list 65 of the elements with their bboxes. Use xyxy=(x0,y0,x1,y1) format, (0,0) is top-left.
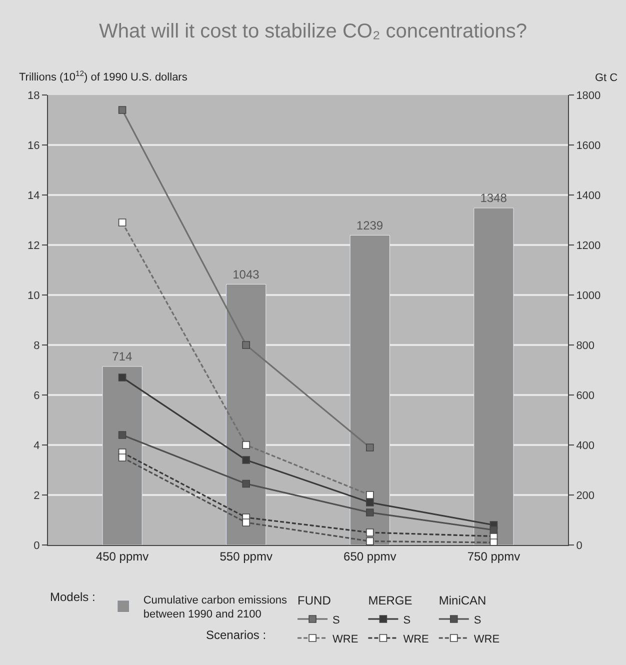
x-tick-label: 650 ppmv xyxy=(344,549,396,564)
legend-label: WRE xyxy=(332,633,358,646)
point xyxy=(118,218,126,226)
data-label: 714 xyxy=(112,350,132,364)
y-tick-label: 14 xyxy=(28,190,40,202)
point xyxy=(242,441,250,449)
bar xyxy=(102,366,142,545)
point xyxy=(366,444,374,452)
y-tick-label: 16 xyxy=(28,140,40,152)
legend-label: S xyxy=(332,614,340,626)
x-tick-label: 750 ppmv xyxy=(467,549,520,564)
point xyxy=(366,491,374,499)
y2-tick-label: 200 xyxy=(576,490,595,502)
legend-label: S xyxy=(403,614,411,626)
text: MiniCAN xyxy=(438,594,486,608)
y2-tick-label: 800 xyxy=(576,340,595,352)
data-label: 1348 xyxy=(480,191,508,205)
y-tick-label: 12 xyxy=(28,240,40,252)
bar xyxy=(474,208,514,545)
y2-tick-label: 1200 xyxy=(576,240,601,252)
y-tick-label: 6 xyxy=(34,390,40,402)
point xyxy=(118,431,126,439)
point xyxy=(118,454,126,462)
y2-tick-label: 600 xyxy=(576,390,595,402)
point xyxy=(366,528,374,536)
point xyxy=(490,526,498,534)
point xyxy=(490,538,498,545)
y2-tick-label: 1400 xyxy=(576,190,601,202)
point xyxy=(242,456,250,464)
point xyxy=(366,508,374,516)
y-tick-label: 4 xyxy=(34,440,40,452)
y-tick-label: 18 xyxy=(28,90,40,102)
y-tick-label: 10 xyxy=(28,290,40,302)
text: FUND xyxy=(298,594,332,608)
data-label: 1043 xyxy=(232,267,260,282)
point xyxy=(242,341,250,349)
point xyxy=(366,537,374,545)
point xyxy=(118,106,126,114)
chart-title: What will it cost to stabilize CO₂ concentrations? xyxy=(99,20,527,42)
y-axis-title: Trillions (10$^{12}$) of 1990 U.S. dollars xyxy=(19,69,188,84)
point xyxy=(242,518,250,526)
text: Scenarios : xyxy=(206,628,266,642)
y-tick-label: 8 xyxy=(34,340,40,352)
y-tick-label: 0 xyxy=(34,540,40,552)
legend-title: Models : xyxy=(50,590,96,604)
y2-tick-label: 0 xyxy=(576,540,582,552)
point xyxy=(242,480,250,488)
y2-tick-label: 1000 xyxy=(576,290,601,302)
bar xyxy=(226,284,266,545)
x-tick-label: 550 ppmv xyxy=(220,549,272,564)
legend-label: WRE xyxy=(403,633,429,646)
text: MERGE xyxy=(368,594,412,608)
y2-axis-title: Gt C xyxy=(595,72,618,84)
legend-label: Cumulative carbon emissions between 1990 and 2100 xyxy=(143,594,288,621)
bar xyxy=(350,235,390,545)
x-tick-label: 450 ppmv xyxy=(96,549,149,564)
y-tick-label: 2 xyxy=(34,490,40,502)
y2-tick-label: 1800 xyxy=(576,90,601,102)
point xyxy=(366,498,374,506)
point xyxy=(118,374,126,382)
y2-tick-label: 400 xyxy=(576,440,595,452)
legend-label: WRE xyxy=(474,633,500,646)
data-label: 1239 xyxy=(356,218,384,232)
y2-tick-label: 1600 xyxy=(576,140,601,152)
legend-label: S xyxy=(474,614,482,626)
